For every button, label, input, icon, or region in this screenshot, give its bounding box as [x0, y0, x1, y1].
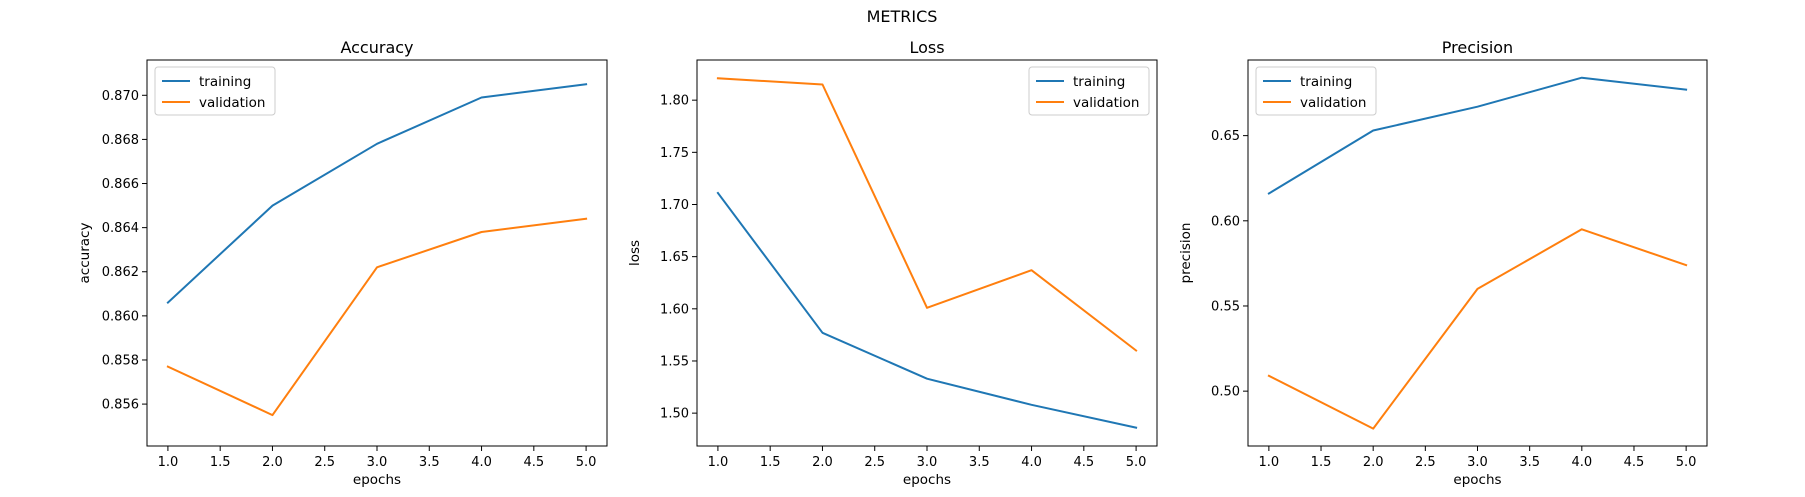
chart-panel-precision: Precision 1.0 1.5 2.0 2.5 3.0 3.5 4.0 4.5 5.0 0.50…: [1178, 38, 1708, 488]
chart-legend: training validation: [1028, 66, 1150, 116]
axes-frame: [696, 59, 1158, 447]
x-axis-label: epochs: [353, 472, 401, 488]
y-tick-label: 1.65: [660, 250, 689, 265]
x-tick-label: 1.0: [708, 455, 729, 470]
y-tick-label: 0.50: [1211, 385, 1240, 400]
y-tick-label: 1.70: [660, 198, 689, 213]
chart-panel-accuracy: Accuracy 1.0 1.5 2.0 2.5 3.0 3.5 4.0 4.5 5.0 0.856…: [77, 38, 608, 488]
y-tick-label: 0.862: [102, 265, 139, 280]
x-tick-label: 3.5: [969, 455, 990, 470]
series-line-validation: [716, 77, 1138, 352]
legend-label-validation: validation: [199, 95, 265, 111]
axes-frame: [1247, 59, 1708, 447]
x-tick-label: 5.0: [576, 455, 597, 470]
y-tick-label: 1.75: [660, 146, 689, 161]
series-line-training: [166, 83, 588, 305]
x-axis-label: epochs: [903, 472, 951, 488]
x-tick-label: 4.0: [1571, 455, 1592, 470]
x-tick-label: 2.5: [1415, 455, 1436, 470]
y-tick-label: 0.866: [102, 177, 139, 192]
chart-title: Precision: [1442, 38, 1513, 57]
figure-suptitle: METRICS: [867, 7, 938, 26]
legend-label-training: training: [1073, 74, 1125, 90]
series-line-training: [716, 191, 1138, 429]
x-tick-label: 4.5: [1624, 455, 1645, 470]
y-tick-label: 1.80: [660, 94, 689, 109]
x-tick-label: 2.0: [1363, 455, 1384, 470]
x-tick-label: 5.0: [1126, 455, 1147, 470]
y-tick-label: 0.65: [1211, 129, 1240, 144]
chart-legend: training validation: [1255, 66, 1377, 116]
y-tick-label: 1.60: [660, 302, 689, 317]
x-tick-label: 1.0: [1259, 455, 1280, 470]
chart-legend: training validation: [154, 66, 276, 116]
x-tick-label: 4.5: [523, 455, 544, 470]
chart-panel-loss: Loss 1.0 1.5 2.0 2.5 3.0 3.5 4.0 4.5 5.0 1.50 1.55 1…: [627, 38, 1158, 488]
x-tick-label: 1.5: [210, 455, 231, 470]
x-tick-label: 4.5: [1073, 455, 1094, 470]
legend-label-training: training: [199, 74, 251, 90]
x-tick-label: 4.0: [471, 455, 492, 470]
legend-label-training: training: [1300, 74, 1352, 90]
x-tick-label: 2.5: [864, 455, 885, 470]
x-tick-label: 4.0: [1021, 455, 1042, 470]
series-line-validation: [166, 217, 588, 417]
y-axis-label: loss: [627, 240, 643, 266]
y-tick-label: 0.868: [102, 133, 139, 148]
y-axis-label: precision: [1178, 223, 1194, 284]
y-tick-label: 0.860: [102, 309, 139, 324]
x-tick-label: 3.0: [917, 455, 938, 470]
x-tick-label: 3.0: [1467, 455, 1488, 470]
y-tick-label: 0.858: [102, 353, 139, 368]
y-tick-label: 0.55: [1211, 299, 1240, 314]
x-tick-label: 1.5: [760, 455, 781, 470]
y-axis-label: accuracy: [77, 223, 93, 284]
y-tick-label: 1.55: [660, 354, 689, 369]
chart-title: Accuracy: [340, 38, 413, 57]
y-tick-label: 0.60: [1211, 214, 1240, 229]
x-tick-label: 2.0: [812, 455, 833, 470]
series-line-training: [1267, 76, 1688, 195]
legend-label-validation: validation: [1073, 95, 1139, 111]
y-tick-label: 1.50: [660, 407, 689, 422]
x-tick-label: 1.5: [1311, 455, 1332, 470]
x-tick-label: 2.5: [314, 455, 335, 470]
x-tick-label: 5.0: [1676, 455, 1697, 470]
series-line-validation: [1267, 228, 1688, 430]
y-tick-label: 0.864: [102, 221, 139, 236]
x-tick-label: 3.5: [419, 455, 440, 470]
x-tick-label: 3.0: [367, 455, 388, 470]
x-axis-label: epochs: [1453, 472, 1501, 488]
x-tick-label: 3.5: [1519, 455, 1540, 470]
x-tick-label: 2.0: [262, 455, 283, 470]
legend-label-validation: validation: [1300, 95, 1366, 111]
y-tick-label: 0.856: [102, 398, 139, 413]
chart-title: Loss: [909, 38, 944, 57]
x-tick-label: 1.0: [158, 455, 179, 470]
y-tick-label: 0.870: [102, 89, 139, 104]
